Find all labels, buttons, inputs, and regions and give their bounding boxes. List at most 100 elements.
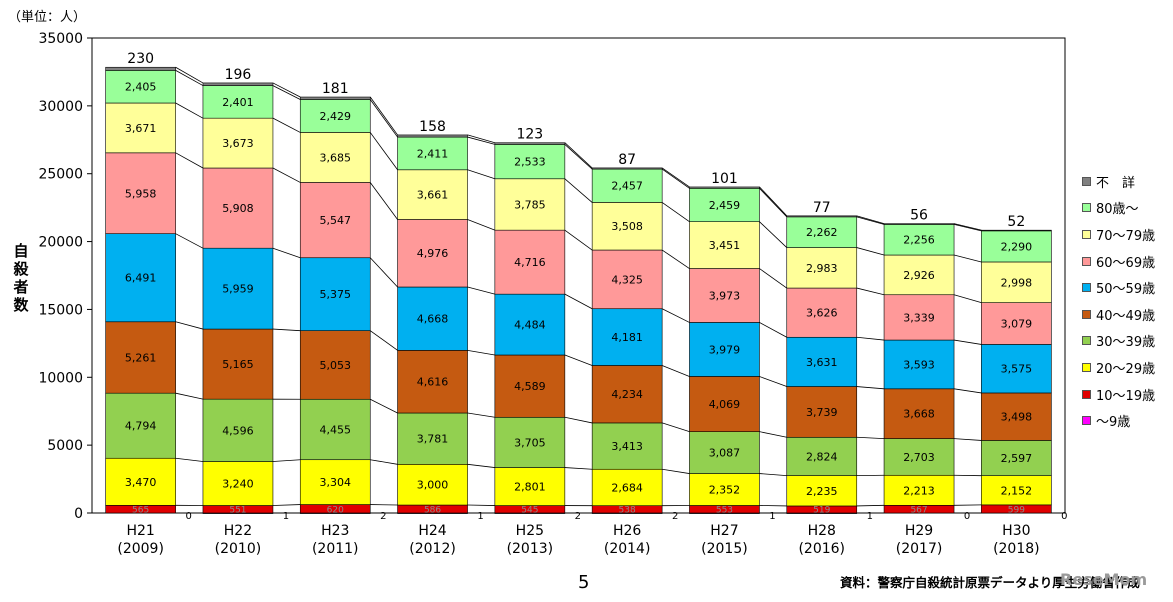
legend-label: 60～69歳 (1096, 255, 1156, 271)
stack-connector (175, 233, 204, 249)
stack-connector (272, 85, 301, 100)
teen-value-label: 567 (910, 506, 927, 516)
bar-segment (883, 388, 955, 439)
bar-segment (202, 461, 274, 506)
bar-segment (397, 464, 468, 506)
bar-segment (494, 142, 566, 145)
segment-value-label: 4,589 (514, 380, 546, 393)
y-tick-label: 25000 (38, 167, 83, 183)
stack-connector (370, 330, 398, 351)
stack-connector (467, 286, 495, 295)
stack-connector (759, 188, 788, 218)
x-tick-label-year: H25 (516, 523, 544, 539)
segment-value-label: 4,616 (417, 376, 449, 389)
y-tick-label: 30000 (38, 99, 83, 115)
stack-connector (272, 247, 301, 259)
bar-segment (299, 330, 371, 400)
unknown-value-label: 77 (813, 200, 831, 216)
bar-segment (494, 354, 566, 418)
segment-value-label: 3,685 (320, 151, 352, 164)
segment-value-label: 3,470 (125, 476, 157, 489)
segment-value-label: 5,261 (125, 351, 157, 364)
bar-segment (981, 261, 1052, 303)
bar-segment (299, 99, 371, 133)
stack-connector (953, 339, 982, 345)
segment-value-label: 2,152 (1001, 484, 1033, 497)
x-tick-label-year: H23 (321, 523, 349, 539)
bar-segment (494, 229, 566, 295)
bar-segment (397, 169, 468, 220)
teen-value-label: 586 (424, 506, 441, 516)
segment-value-label: 4,069 (709, 398, 741, 411)
legend-swatch (1082, 203, 1091, 213)
unit-label: （単位：人） (8, 10, 87, 25)
segment-value-label: 5,908 (222, 202, 254, 215)
stack-connector (953, 294, 982, 304)
stack-connector (564, 229, 593, 251)
legend-swatch (1082, 416, 1091, 426)
stack-connector (564, 144, 593, 170)
segment-value-label: 4,234 (611, 388, 643, 401)
stack-connector (564, 293, 593, 310)
segment-value-label: 2,262 (806, 226, 838, 239)
segment-value-label: 4,716 (514, 256, 546, 269)
segment-value-label: 4,794 (125, 420, 157, 433)
teen-value-label: 553 (716, 506, 733, 516)
unknown-value-label: 101 (711, 171, 738, 187)
x-tick-label-western: (2017) (896, 541, 943, 557)
segment-value-label: 5,375 (320, 288, 352, 301)
segment-value-label: 2,352 (709, 484, 741, 497)
unknown-value-label: 87 (618, 152, 636, 168)
segment-value-label: 3,240 (222, 478, 254, 491)
under9-value-label: 0 (1061, 511, 1067, 522)
legend-swatch (1082, 176, 1091, 186)
segment-value-label: 4,325 (611, 273, 643, 286)
legend-item: 50～59歳 (1082, 274, 1155, 301)
legend-item: 20～29歳 (1082, 354, 1155, 381)
segment-value-label: 3,781 (417, 433, 449, 446)
bar-segment (105, 321, 176, 394)
x-tick-label-western: (2016) (798, 541, 845, 557)
stack-connector (175, 70, 204, 86)
segment-value-label: 4,484 (514, 319, 546, 332)
stack-connector (564, 142, 593, 169)
stack-connector (661, 308, 690, 323)
segment-value-label: 3,593 (903, 358, 935, 371)
segment-value-label: 2,703 (903, 451, 935, 464)
bar-segment (299, 459, 371, 505)
bar-segment (883, 339, 955, 390)
segment-value-label: 3,671 (125, 122, 157, 135)
bar-segment (494, 416, 566, 468)
segment-value-label: 2,290 (1001, 240, 1033, 253)
segment-value-label: 2,998 (1001, 276, 1033, 289)
bar-segment (883, 474, 955, 506)
stack-connector (467, 219, 495, 231)
segment-value-label: 2,429 (320, 110, 352, 123)
legend-swatch (1082, 362, 1091, 372)
x-tick-label-year: H28 (808, 523, 836, 539)
legend-label: 40～49歳 (1096, 308, 1156, 324)
legend-item: ～9歳 (1082, 407, 1155, 434)
bar-segment (981, 392, 1052, 441)
stack-connector (953, 223, 982, 231)
stack-connector (564, 467, 593, 470)
stack-connector (272, 328, 301, 332)
segment-value-label: 2,256 (903, 234, 935, 247)
bar-segment (689, 322, 760, 377)
stack-connector (175, 152, 204, 169)
x-tick-label-western: (2018) (993, 541, 1040, 557)
stack-connector (467, 134, 495, 144)
stack-connector (467, 169, 495, 180)
stack-connector (661, 249, 690, 269)
legend-swatch (1082, 336, 1091, 346)
segment-value-label: 3,661 (417, 189, 449, 202)
segment-value-label: 3,339 (903, 311, 935, 324)
legend-item: 60～69歳 (1082, 248, 1155, 275)
bar-segment (981, 475, 1052, 506)
bar-segment (689, 186, 760, 189)
stack-connector (175, 102, 204, 119)
segment-value-label: 4,668 (417, 313, 449, 326)
stack-connector (856, 215, 885, 225)
legend: 不 詳 80歳～ 70～79歳 60～69歳 50～59歳 40～49歳 30～39歳 20～… (1082, 168, 1155, 434)
unknown-value-label: 52 (1007, 214, 1025, 230)
